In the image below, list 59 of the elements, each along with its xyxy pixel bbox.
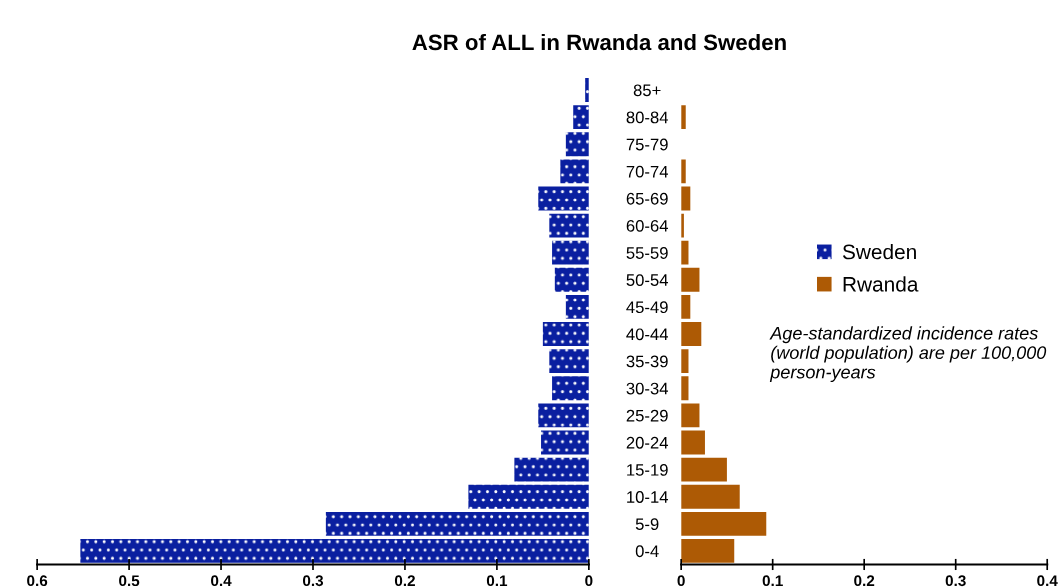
y-tick-label: 50-54 [626,274,669,286]
y-tick-label: 85+ [633,84,661,97]
y-tick-label: 20-24 [626,436,669,449]
bar [681,322,702,346]
y-tick-label: 10-14 [627,491,669,503]
legend-label: Rwanda [843,276,919,292]
bar [468,484,589,509]
y-tick-label: 0-4 [635,545,659,558]
x-tick-label: 0.3 [302,575,324,587]
y-tick-label: 75-79 [626,138,668,151]
x-tick-label: 0.4 [1037,575,1058,587]
bar [560,159,589,184]
bar [681,267,700,292]
bar [681,538,735,563]
bar [514,457,589,482]
x-tick-label: 0.2 [854,575,875,587]
bar [542,322,589,346]
x-tick-label: 0.6 [27,575,48,587]
x-tick-label: 0.1 [486,575,508,587]
bar [681,457,727,482]
x-tick-label: 0.4 [211,575,232,587]
y-tick-label: 15-19 [627,463,668,476]
bar [80,538,589,563]
y-tick-label: 70-74 [626,165,669,178]
y-tick-label: 40-44 [626,328,669,341]
x-tick-label: 0.1 [762,575,783,587]
bar [565,294,589,319]
y-tick-label: 30-34 [626,382,669,395]
bar [681,430,705,455]
bar [538,403,589,428]
bar [325,511,589,536]
bar [552,376,589,401]
y-tick-label: 55-59 [626,247,668,259]
bar [681,484,740,509]
x-tick-label: 0.2 [394,575,415,587]
y-tick-label: 65-69 [626,192,668,205]
y-tick-label: 60-64 [626,219,669,232]
annotation: Age-standardized incidence rates (world population) are per 100,000 person-years [769,326,1047,383]
bar [681,511,767,536]
legend-label: Sweden [842,244,916,260]
x-tick-label: 0 [677,575,685,587]
bar [538,186,589,211]
chart-title: ASR of ALL in Rwanda and Sweden [412,33,786,51]
bar [681,403,700,428]
x-tick-label: 0.5 [119,575,140,587]
x-tick-label: 0.3 [945,575,966,587]
bar [573,105,589,130]
bar [541,430,589,455]
y-tick-label: 45-49 [626,301,668,314]
bar [552,240,589,265]
bar [565,132,589,157]
y-tick-label: 25-29 [626,409,668,422]
bar [554,267,589,292]
bar [549,349,589,374]
y-tick-label: 35-39 [626,355,668,368]
x-tick-label: 0 [585,575,593,587]
bar [549,213,589,238]
y-tick-label: 5-9 [635,518,659,531]
y-tick-label: 80-84 [626,111,669,124]
